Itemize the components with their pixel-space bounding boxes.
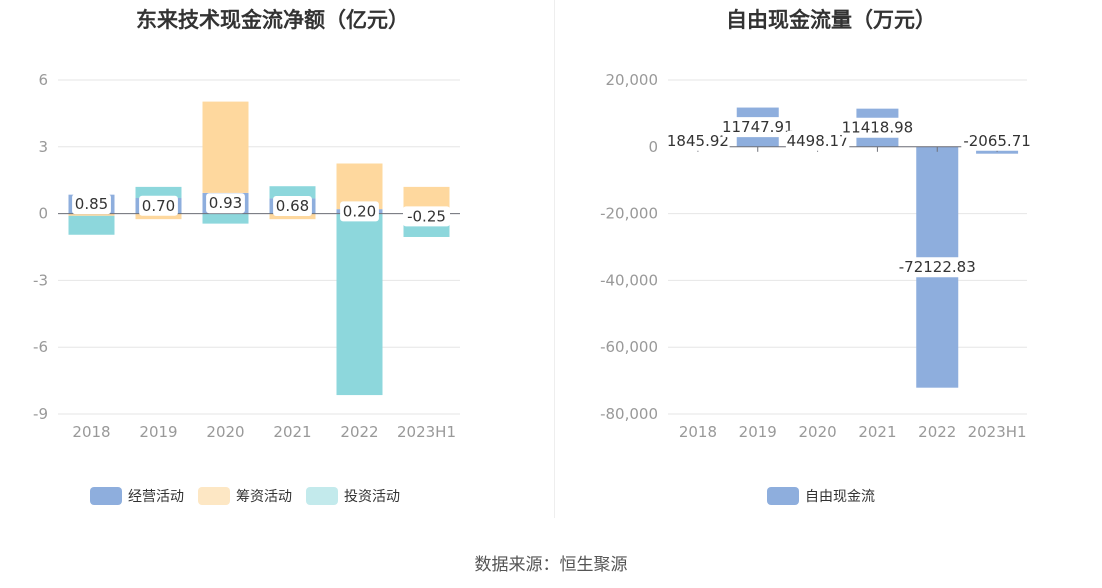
x-tick-label: 2021 <box>858 423 896 441</box>
data-label-2022-bg <box>897 257 978 278</box>
y-tick-label: -80,000 <box>600 405 658 423</box>
y-tick-label: 20,000 <box>606 71 659 89</box>
y-tick-label: -20,000 <box>600 205 658 223</box>
bar-2-2018 <box>68 215 115 235</box>
data-label-2019: 0.70 <box>142 197 175 215</box>
legend-label-free-cash-flow: 自由现金流 <box>805 489 875 505</box>
x-tick-label: 2023H1 <box>397 423 456 441</box>
legend-swatch-free-cash-flow <box>767 487 799 505</box>
data-label-2020: 4498.17 <box>787 132 849 150</box>
y-tick-label: 6 <box>38 71 48 89</box>
data-label-2021-bg <box>841 117 914 138</box>
y-tick-label: 3 <box>38 138 48 156</box>
data-label-2020-bg <box>206 193 245 214</box>
x-tick-label: 2018 <box>679 423 717 441</box>
data-label-2023H1: -0.25 <box>407 207 446 225</box>
y-tick-label: 0 <box>648 138 658 156</box>
data-label-2019-bg <box>139 195 178 216</box>
x-tick-label: 2023H1 <box>968 423 1027 441</box>
y-tick-label: -3 <box>33 271 48 289</box>
bar-2-2021 <box>269 186 316 199</box>
bar-1-2019 <box>135 213 182 220</box>
data-label-2023H1-bg <box>403 206 450 227</box>
data-label-2022: -72122.83 <box>899 258 976 276</box>
legend-right: 自由现金流 <box>767 486 889 506</box>
x-tick-label: 2021 <box>273 423 311 441</box>
data-label-2022-bg <box>340 201 379 222</box>
data-label-2018-bg <box>72 194 111 215</box>
legend-item-free-cash-flow[interactable]: 自由现金流 <box>767 486 875 506</box>
bar-2-2019 <box>135 186 182 199</box>
y-tick-label: -60,000 <box>600 338 658 356</box>
bar-1-2021 <box>269 213 316 220</box>
cash-flow-net-chart: 6 3 0 -3 -6 -9 2018 2019 2020 2021 2022 2023H1 0.85 0… <box>33 71 460 441</box>
data-label-2021: 0.68 <box>276 197 309 215</box>
legend-left: 经营活动 筹资活动 投资活动 <box>90 486 414 506</box>
data-label-2019: 11747.91 <box>722 118 794 136</box>
data-label-2018: 1845.92 <box>667 132 729 150</box>
data-label-2022: 0.20 <box>343 202 376 220</box>
data-label-2019-bg <box>721 117 794 138</box>
legend-swatch-financing <box>198 487 230 505</box>
bar-1-2020 <box>202 101 249 193</box>
x-tick-label: 2019 <box>139 423 177 441</box>
free-cash-flow-chart: 20,000 0 -20,000 -40,000 -60,000 -80,000 2018 2… <box>600 71 1033 441</box>
data-label-2018-bg <box>666 130 730 151</box>
legend-swatch-operating <box>90 487 122 505</box>
bar-1-2018 <box>68 213 115 216</box>
x-tick-label: 2020 <box>206 423 244 441</box>
legend-item-financing[interactable]: 筹资活动 <box>198 486 292 506</box>
data-source: 数据来源：恒生聚源 <box>474 555 628 575</box>
y-tick-label: 0 <box>38 205 48 223</box>
y-tick-label: -9 <box>33 405 48 423</box>
x-tick-label: 2022 <box>918 423 956 441</box>
x-tick-label: 2019 <box>739 423 777 441</box>
chart-title-right: 自由现金流量（万元） <box>726 8 936 32</box>
data-label-2020: 0.93 <box>209 194 242 212</box>
data-label-2021-bg <box>273 196 312 217</box>
y-tick-label: -40,000 <box>600 271 658 289</box>
data-label-2018: 0.85 <box>75 195 108 213</box>
data-label-2023H1: -2065.71 <box>963 132 1030 150</box>
chart-divider <box>554 0 555 518</box>
legend-label-operating: 经营活动 <box>128 489 184 505</box>
legend-item-operating[interactable]: 经营活动 <box>90 486 184 506</box>
x-tick-label: 2018 <box>72 423 110 441</box>
data-label-2021: 11418.98 <box>842 119 914 137</box>
data-label-2020-bg <box>785 130 850 151</box>
legend-item-investing[interactable]: 投资活动 <box>306 486 400 506</box>
legend-label-financing: 筹资活动 <box>236 489 292 505</box>
chart-title-left: 东来技术现金流净额（亿元） <box>136 8 409 32</box>
legend-swatch-investing <box>306 487 338 505</box>
y-tick-label: -6 <box>33 338 48 356</box>
bar-2-2022 <box>336 213 383 396</box>
data-label-2023H1-bg <box>961 130 1033 151</box>
bar-2-2020 <box>202 213 249 224</box>
legend-label-investing: 投资活动 <box>344 489 400 505</box>
x-tick-label: 2020 <box>798 423 836 441</box>
x-tick-label: 2022 <box>340 423 378 441</box>
